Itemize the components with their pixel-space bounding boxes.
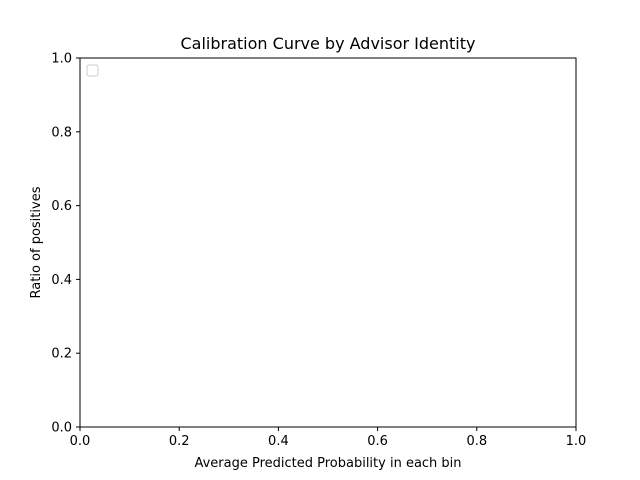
legend: [86, 64, 99, 77]
y-tick-label: 0.8: [51, 125, 72, 140]
y-axis-ticks: 0.0 0.2 0.4 0.6 0.8 1.0: [51, 52, 80, 436]
y-axis-label: Ratio of positives: [29, 186, 44, 298]
x-tick-label: 0.2: [169, 434, 190, 449]
x-tick-label: 0.4: [268, 434, 289, 449]
x-axis-ticks: 0.0 0.2 0.4 0.6 0.8 1.0: [70, 427, 587, 449]
y-tick-label: 1.0: [51, 52, 72, 67]
x-tick-label: 0.6: [367, 434, 388, 449]
chart-title: Calibration Curve by Advisor Identity: [181, 34, 476, 53]
legend-box: [86, 64, 99, 77]
y-tick-label: 0.4: [51, 273, 72, 288]
y-tick-label: 0.6: [51, 199, 72, 214]
x-tick-label: 1.0: [566, 434, 587, 449]
y-tick-label: 0.2: [51, 347, 72, 362]
plot-frame: [79, 57, 577, 428]
x-tick-label: 0.0: [70, 434, 91, 449]
x-axis-label: Average Predicted Probability in each bi…: [194, 456, 461, 471]
plot-area: [80, 58, 576, 427]
y-tick-label: 0.0: [51, 421, 72, 436]
x-tick-label: 0.8: [466, 434, 487, 449]
